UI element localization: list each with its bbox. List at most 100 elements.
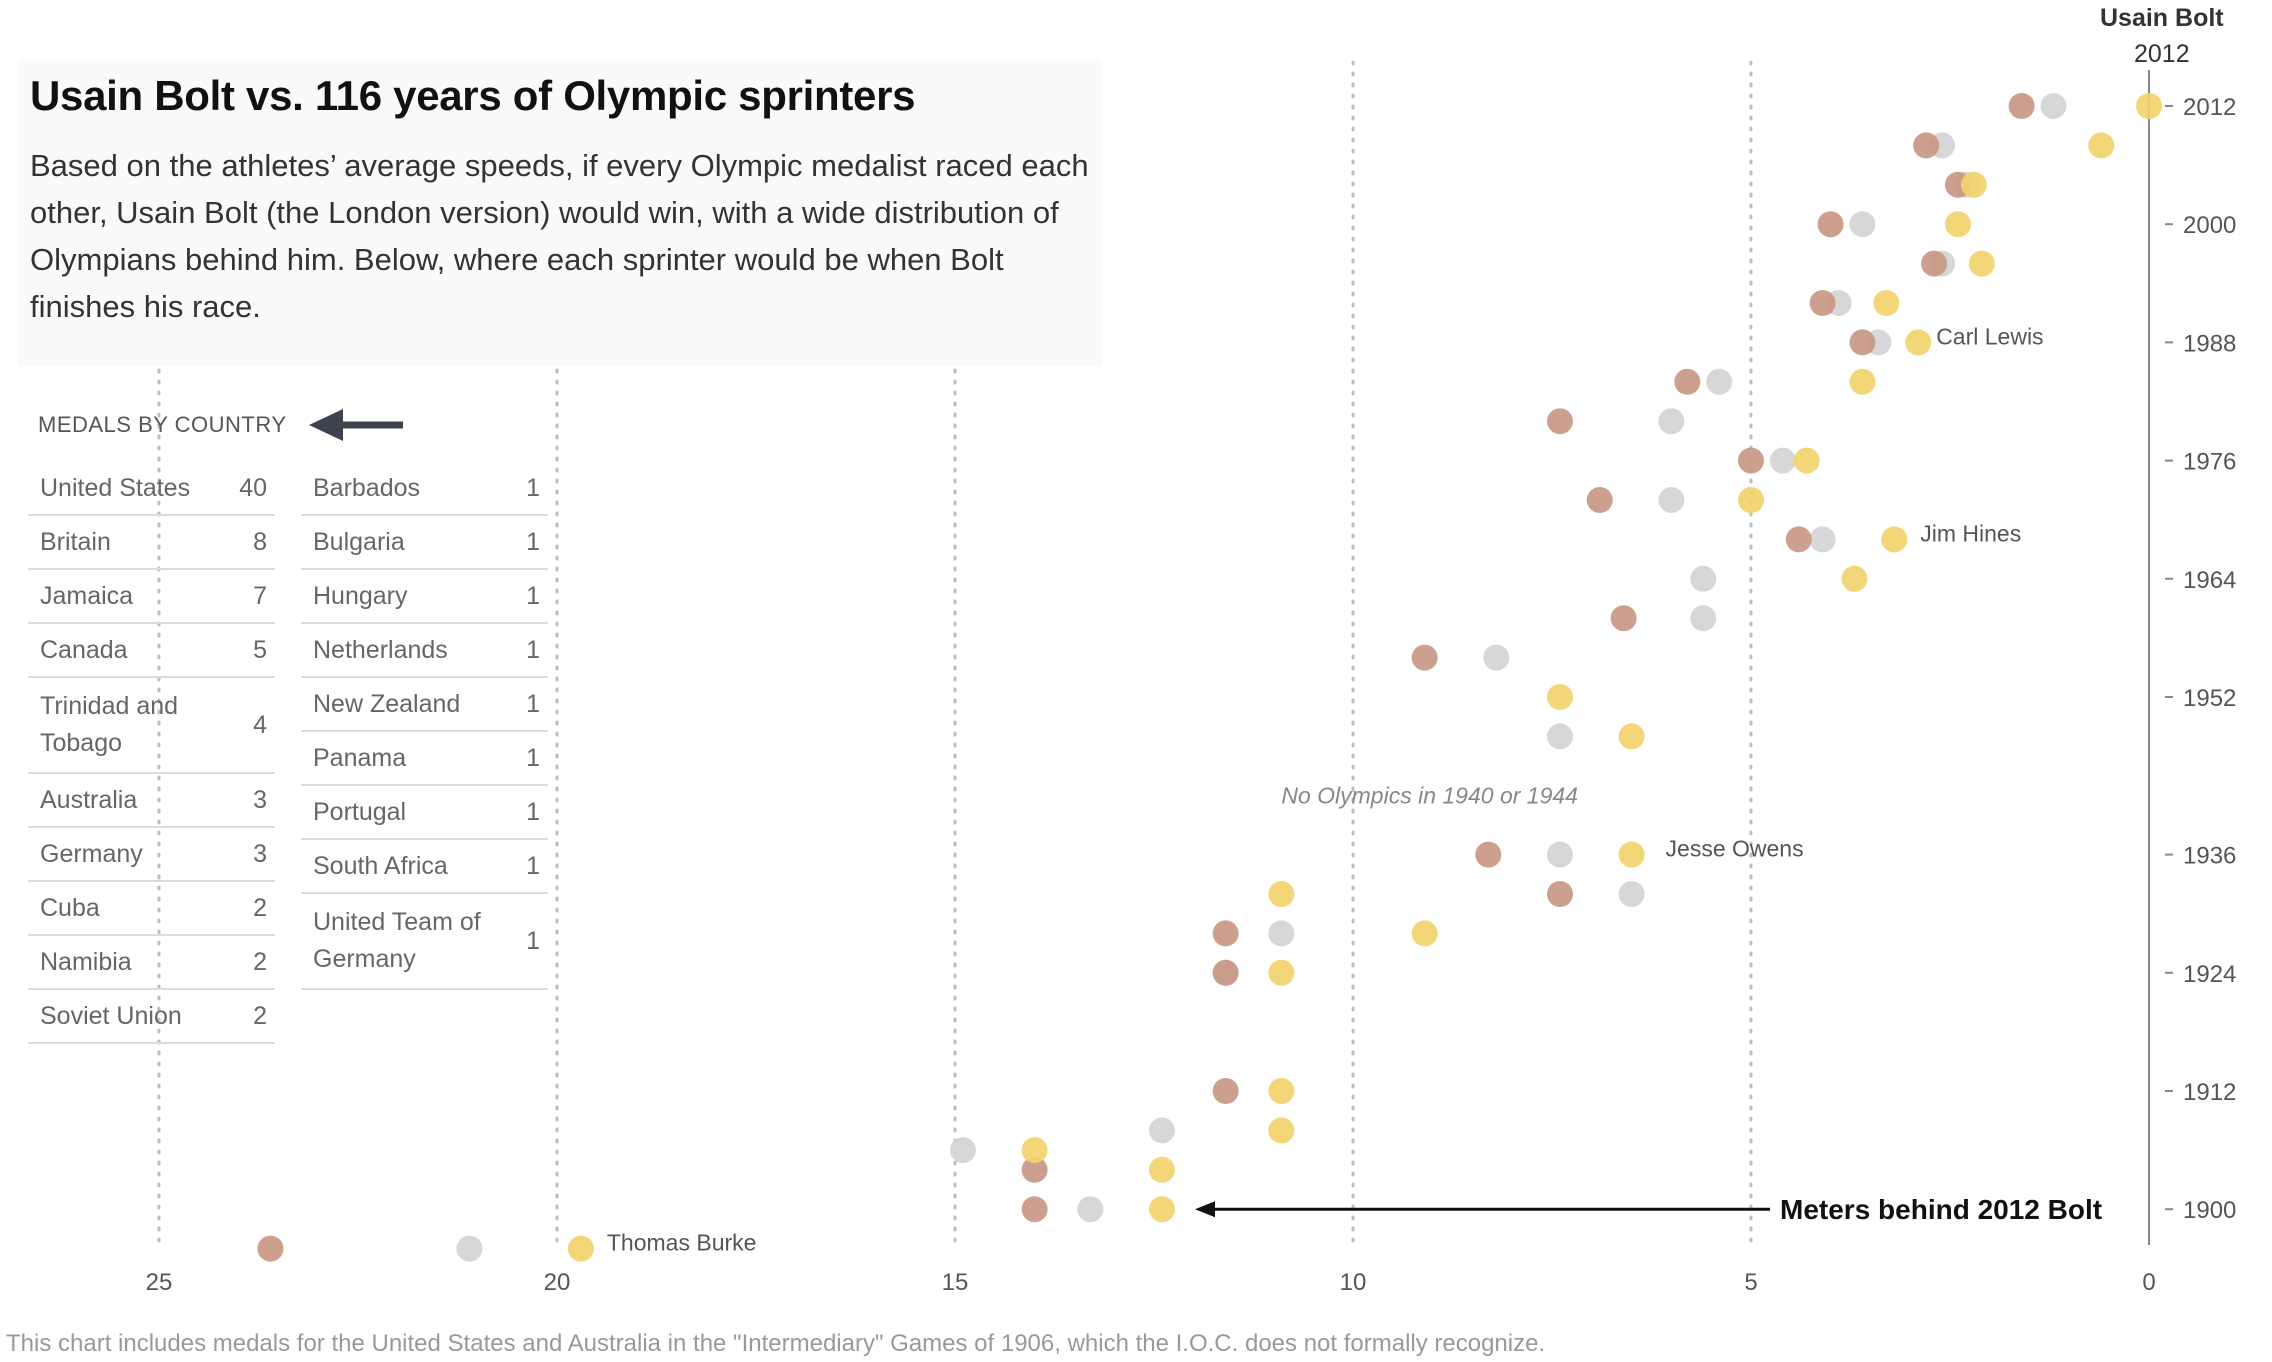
y-tick-label: 1976 (2183, 449, 2236, 476)
medal-country: South Africa (313, 851, 448, 880)
arrow-left-icon (308, 409, 403, 441)
medal-country: Netherlands (313, 635, 448, 664)
annotation-label: Jesse Owens (1666, 836, 1804, 862)
medal-row: Barbados 1 (301, 462, 548, 516)
medal-count: 2 (253, 893, 267, 922)
silver-point (949, 1137, 976, 1164)
silver-point (1658, 408, 1685, 435)
bronze-point (1586, 487, 1613, 513)
bronze-point (1475, 841, 1502, 868)
gold-point (1268, 881, 1295, 907)
bronze-point (1674, 368, 1701, 395)
x-axis-arrow-head (1195, 1201, 1215, 1218)
medals-header: MEDALS BY COUNTRY (38, 400, 568, 450)
medal-count: 8 (253, 527, 267, 556)
silver-point (1690, 605, 1717, 632)
medal-count: 7 (253, 581, 267, 610)
gold-point (1841, 565, 1868, 592)
silver-point (1546, 841, 1573, 868)
medal-count: 4 (253, 710, 267, 739)
silver-point (1148, 1117, 1175, 1144)
bronze-point (1021, 1196, 1048, 1223)
medal-count: 1 (526, 473, 540, 502)
medal-row: United States 40 (28, 462, 275, 516)
gold-point (1148, 1196, 1175, 1223)
corner-year: 2012 (2134, 40, 2190, 68)
silver-point (1618, 881, 1645, 907)
data-points (257, 93, 2162, 1262)
medal-country: Cuba (40, 893, 100, 922)
silver-point (1769, 447, 1796, 474)
medal-row: Australia 3 (28, 774, 275, 828)
medal-row: Namibia 2 (28, 936, 275, 990)
y-tick-label: 2012 (2183, 94, 2236, 121)
medal-row: Hungary 1 (301, 570, 548, 624)
medal-row: Jamaica 7 (28, 570, 275, 624)
medal-count: 1 (526, 926, 540, 955)
medal-count: 5 (253, 635, 267, 664)
gold-point (1793, 447, 1820, 474)
gold-point (567, 1235, 594, 1262)
bronze-point (1021, 1156, 1048, 1183)
bronze-point (1212, 920, 1239, 947)
gold-point (1268, 959, 1295, 986)
x-tick-label: 0 (2142, 1269, 2155, 1296)
gold-point (2136, 93, 2162, 119)
silver-point (1268, 920, 1295, 947)
bronze-point (1212, 959, 1239, 986)
gold-point (1960, 171, 1987, 198)
gold-point (1268, 1117, 1295, 1144)
medal-count: 1 (526, 743, 540, 772)
bronze-point (257, 1235, 284, 1262)
medal-row: South Africa 1 (301, 840, 548, 894)
silver-point (1706, 368, 1733, 395)
medal-country: Trinidad and Tobago (40, 692, 179, 757)
y-tick-label: 1952 (2183, 685, 2236, 712)
medals-column-left: United States 40 Britain 8 Jamaica 7 Canada… (28, 462, 275, 1044)
gold-point (1738, 487, 1764, 513)
medal-country: United Team of Germany (313, 908, 481, 973)
annotation-label: Jim Hines (1920, 520, 2021, 546)
y-tick-label: 1988 (2183, 330, 2236, 357)
medal-count: 1 (526, 635, 540, 664)
gold-point (1618, 723, 1645, 750)
medal-country: Australia (40, 785, 138, 814)
medal-country: Canada (40, 635, 128, 664)
medal-row: Netherlands 1 (301, 624, 548, 678)
gold-point (1268, 1078, 1295, 1104)
annotation-label: No Olympics in 1940 or 1944 (1281, 783, 1578, 809)
medal-country: Britain (40, 527, 111, 556)
gold-point (1944, 211, 1971, 238)
annotation-label: Carl Lewis (1936, 323, 2043, 349)
medal-row: Portugal 1 (301, 786, 548, 840)
x-tick-label: 5 (1744, 1269, 1757, 1296)
medal-count: 40 (239, 473, 267, 502)
silver-point (1483, 644, 1510, 671)
medal-row: Cuba 2 (28, 882, 275, 936)
bronze-point (1921, 250, 1948, 277)
corner-name: Usain Bolt (2100, 4, 2224, 32)
gold-point (1021, 1137, 1048, 1164)
medals-table: MEDALS BY COUNTRY United States 40 Britai… (28, 400, 568, 1044)
gold-point (1881, 526, 1908, 553)
medal-count: 3 (253, 839, 267, 868)
silver-point (2040, 93, 2067, 119)
medal-count: 1 (526, 689, 540, 718)
bronze-point (1809, 290, 1836, 316)
silver-point (1849, 211, 1876, 238)
bronze-point (1738, 447, 1764, 474)
y-tick-label: 1900 (2183, 1197, 2236, 1224)
medal-row: United Team of Germany 1 (301, 894, 548, 990)
medal-row: Britain 8 (28, 516, 275, 570)
gold-point (1905, 329, 1932, 356)
bronze-point (1610, 605, 1637, 632)
medal-country: Portugal (313, 797, 407, 826)
gold-point (2088, 132, 2115, 159)
medal-country: Panama (313, 743, 407, 772)
gold-point (1148, 1156, 1175, 1183)
bronze-point (1411, 644, 1438, 671)
gold-point (1411, 920, 1438, 947)
silver-point (1077, 1196, 1104, 1223)
